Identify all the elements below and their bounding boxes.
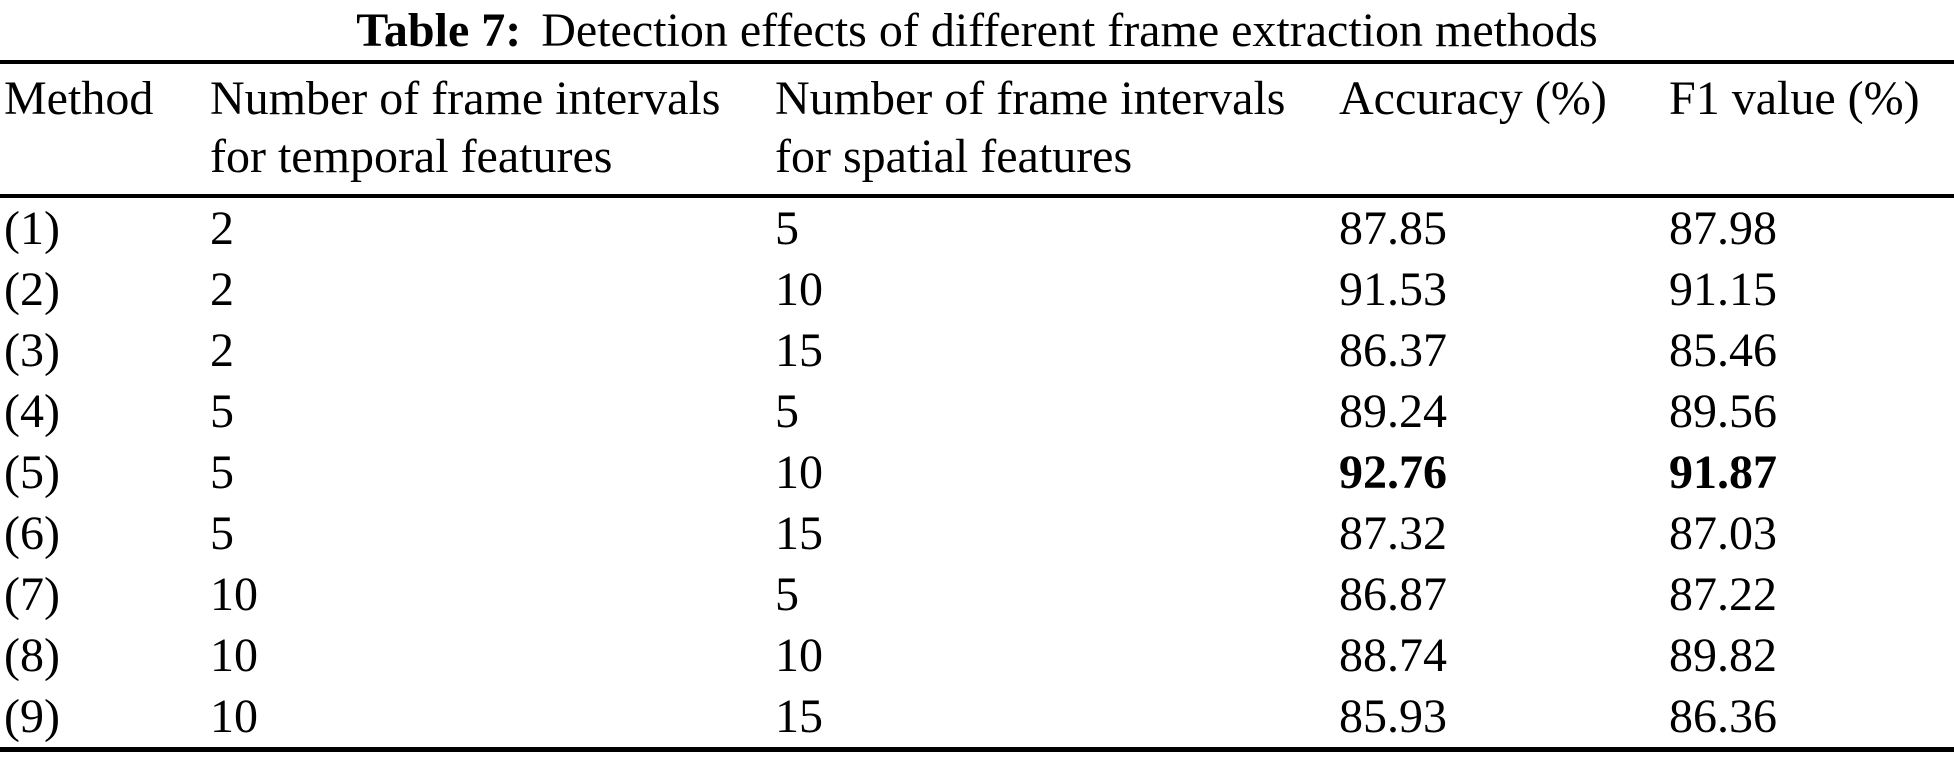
table-row: (2) 2 10 91.53 91.15: [0, 259, 1954, 320]
cell-f1-value: 87.98: [1669, 202, 1777, 255]
cell-temporal-intervals: 2: [210, 324, 234, 377]
col-header-spatial-intervals: Number of frame intervals for spatial fe…: [775, 72, 1286, 183]
cell-f1-value: 85.46: [1669, 324, 1777, 377]
cell-temporal-intervals: 2: [210, 263, 234, 316]
cell-temporal-intervals: 5: [210, 446, 234, 499]
cell-method: (7): [4, 568, 60, 621]
cell-temporal-intervals: 10: [210, 568, 258, 621]
table-caption-text: Detection effects of different frame ext…: [541, 3, 1598, 57]
cell-temporal-intervals: 10: [210, 690, 258, 743]
cell-temporal-intervals: 2: [210, 202, 234, 255]
table-row: (1) 2 5 87.85 87.98: [0, 196, 1954, 259]
cell-method: (6): [4, 507, 60, 560]
table-row: (9) 10 15 85.93 86.36: [0, 686, 1954, 750]
cell-f1-value: 91.87: [1669, 446, 1777, 499]
table-header: Method Number of frame intervals for tem…: [0, 62, 1954, 196]
cell-temporal-intervals: 5: [210, 507, 234, 560]
cell-spatial-intervals: 15: [775, 690, 823, 743]
cell-method: (9): [4, 690, 60, 743]
cell-accuracy: 91.53: [1339, 263, 1447, 316]
cell-f1-value: 91.15: [1669, 263, 1777, 316]
table-caption-label: Table 7:: [356, 3, 522, 57]
cell-accuracy: 89.24: [1339, 385, 1447, 438]
cell-accuracy: 87.32: [1339, 507, 1447, 560]
cell-spatial-intervals: 5: [775, 385, 799, 438]
table-body: (1) 2 5 87.85 87.98 (2) 2 10 91.53 91.15…: [0, 196, 1954, 750]
cell-f1-value: 87.03: [1669, 507, 1777, 560]
cell-method: (1): [4, 202, 60, 255]
cell-accuracy: 92.76: [1339, 446, 1447, 499]
cell-accuracy: 87.85: [1339, 202, 1447, 255]
cell-accuracy: 85.93: [1339, 690, 1447, 743]
cell-spatial-intervals: 15: [775, 324, 823, 377]
cell-f1-value: 89.56: [1669, 385, 1777, 438]
cell-spatial-intervals: 10: [775, 263, 823, 316]
col-header-method: Method: [4, 72, 154, 125]
cell-spatial-intervals: 5: [775, 568, 799, 621]
cell-accuracy: 86.87: [1339, 568, 1447, 621]
cell-f1-value: 86.36: [1669, 690, 1777, 743]
cell-method: (5): [4, 446, 60, 499]
cell-accuracy: 86.37: [1339, 324, 1447, 377]
table-row: (5) 5 10 92.76 91.87: [0, 442, 1954, 503]
table-caption: Table 7: Detection effects of different …: [0, 0, 1954, 60]
cell-spatial-intervals: 10: [775, 446, 823, 499]
cell-method: (8): [4, 629, 60, 682]
col-header-f1-value: F1 value (%): [1669, 72, 1920, 125]
cell-temporal-intervals: 10: [210, 629, 258, 682]
cell-method: (4): [4, 385, 60, 438]
col-header-temporal-intervals: Number of frame intervals for temporal f…: [210, 72, 721, 183]
table-row: (4) 5 5 89.24 89.56: [0, 381, 1954, 442]
cell-spatial-intervals: 5: [775, 202, 799, 255]
cell-f1-value: 89.82: [1669, 629, 1777, 682]
cell-method: (2): [4, 263, 60, 316]
cell-spatial-intervals: 10: [775, 629, 823, 682]
results-table: Method Number of frame intervals for tem…: [0, 60, 1954, 752]
col-header-accuracy: Accuracy (%): [1339, 72, 1607, 125]
cell-temporal-intervals: 5: [210, 385, 234, 438]
table-header-row: Method Number of frame intervals for tem…: [0, 62, 1954, 196]
table-row: (7) 10 5 86.87 87.22: [0, 564, 1954, 625]
cell-spatial-intervals: 15: [775, 507, 823, 560]
cell-accuracy: 88.74: [1339, 629, 1447, 682]
table-row: (6) 5 15 87.32 87.03: [0, 503, 1954, 564]
cell-method: (3): [4, 324, 60, 377]
table-row: (8) 10 10 88.74 89.82: [0, 625, 1954, 686]
table-row: (3) 2 15 86.37 85.46: [0, 320, 1954, 381]
cell-f1-value: 87.22: [1669, 568, 1777, 621]
